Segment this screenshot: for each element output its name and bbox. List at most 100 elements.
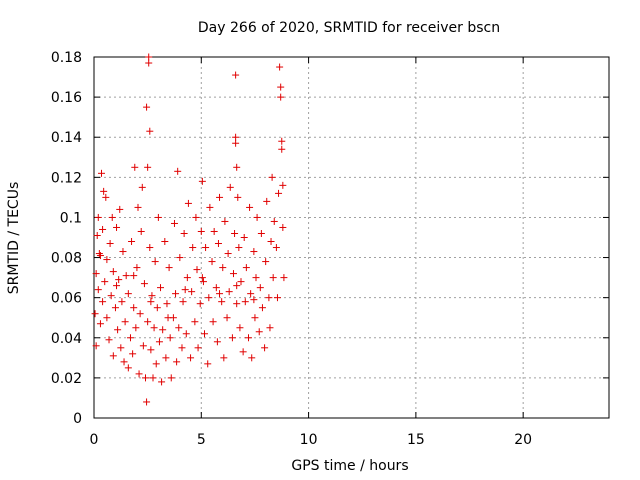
data-point	[106, 240, 114, 248]
data-point	[251, 314, 259, 322]
data-point	[229, 270, 237, 278]
data-point	[263, 197, 271, 205]
data-point	[162, 354, 170, 362]
data-point	[226, 183, 234, 191]
data-point	[172, 290, 180, 298]
data-point	[175, 324, 183, 332]
data-point	[272, 244, 280, 252]
data-point	[209, 318, 217, 326]
data-point	[150, 324, 158, 332]
data-point	[147, 298, 155, 306]
data-point	[233, 163, 241, 171]
data-point	[114, 326, 122, 334]
data-point	[109, 268, 117, 276]
data-point	[224, 250, 232, 258]
data-point	[93, 231, 101, 239]
data-point	[219, 264, 227, 272]
data-point	[199, 278, 207, 286]
y-tick-label: 0.16	[51, 90, 82, 106]
data-point	[122, 272, 130, 280]
data-point	[149, 374, 157, 382]
data-point	[183, 274, 191, 282]
data-point	[225, 288, 233, 296]
data-point	[130, 304, 138, 312]
data-point	[129, 350, 137, 358]
data-point	[163, 300, 171, 308]
data-point	[118, 298, 126, 306]
data-point	[266, 324, 274, 332]
data-point	[124, 290, 132, 298]
data-point	[128, 238, 136, 246]
data-point	[193, 266, 201, 274]
data-point	[113, 223, 121, 231]
data-point	[189, 244, 197, 252]
data-point	[178, 344, 186, 352]
data-point	[250, 248, 258, 256]
data-point	[92, 342, 100, 350]
axis-ticks: 0 0.02 0.04 0.06 0.08 0.1 0.12 0.14 0.16 0.18 0 5 10…	[51, 50, 609, 448]
data-point	[161, 238, 169, 246]
data-point	[247, 290, 255, 298]
data-point	[270, 217, 278, 225]
data-point	[233, 282, 241, 290]
x-tick-label: 5	[197, 432, 206, 448]
data-point	[158, 378, 166, 386]
data-point	[202, 244, 210, 252]
data-point	[131, 163, 139, 171]
data-point	[134, 203, 142, 211]
data-point	[154, 213, 162, 221]
data-point	[188, 288, 196, 296]
data-point	[214, 240, 222, 248]
data-point	[232, 71, 240, 79]
data-point	[135, 370, 143, 378]
data-point	[265, 294, 273, 302]
data-point	[252, 274, 260, 282]
x-tick-label: 15	[407, 432, 425, 448]
data-point	[109, 352, 117, 360]
data-point	[245, 334, 252, 342]
data-point	[124, 364, 132, 372]
data-point	[167, 374, 175, 382]
data-point	[108, 213, 116, 221]
data-point	[132, 324, 140, 332]
data-point	[99, 225, 107, 233]
data-point	[210, 227, 218, 235]
data-point	[98, 169, 106, 177]
x-axis-label: GPS time / hours	[291, 458, 408, 474]
data-point	[198, 177, 206, 185]
data-point	[179, 298, 187, 306]
data-point	[121, 318, 129, 326]
data-point	[146, 244, 154, 252]
data-point	[99, 298, 107, 306]
data-point	[120, 358, 128, 366]
data-point	[218, 298, 226, 306]
x-tick-label: 10	[300, 432, 318, 448]
data-point	[92, 270, 100, 278]
data-point	[253, 213, 261, 221]
data-point	[140, 280, 148, 288]
y-tick-label: 0.02	[51, 371, 82, 387]
data-point	[103, 314, 111, 322]
data-point	[164, 314, 172, 322]
data-point	[182, 330, 190, 338]
data-point	[206, 203, 214, 211]
data-point	[142, 374, 149, 382]
data-point	[234, 193, 242, 201]
y-tick-label: 0.06	[51, 291, 82, 307]
data-point	[126, 334, 134, 342]
data-point	[146, 127, 154, 135]
data-point	[187, 354, 195, 362]
data-point	[145, 53, 153, 61]
data-point	[201, 330, 209, 338]
data-point	[280, 274, 288, 282]
data-point	[205, 294, 213, 302]
data-point	[145, 59, 153, 67]
data-point	[231, 229, 239, 237]
data-point	[250, 296, 258, 304]
y-tick-label: 0.08	[51, 251, 82, 267]
data-point	[157, 284, 165, 292]
data-point	[152, 360, 160, 368]
data-point	[267, 238, 275, 246]
data-point	[136, 310, 144, 318]
